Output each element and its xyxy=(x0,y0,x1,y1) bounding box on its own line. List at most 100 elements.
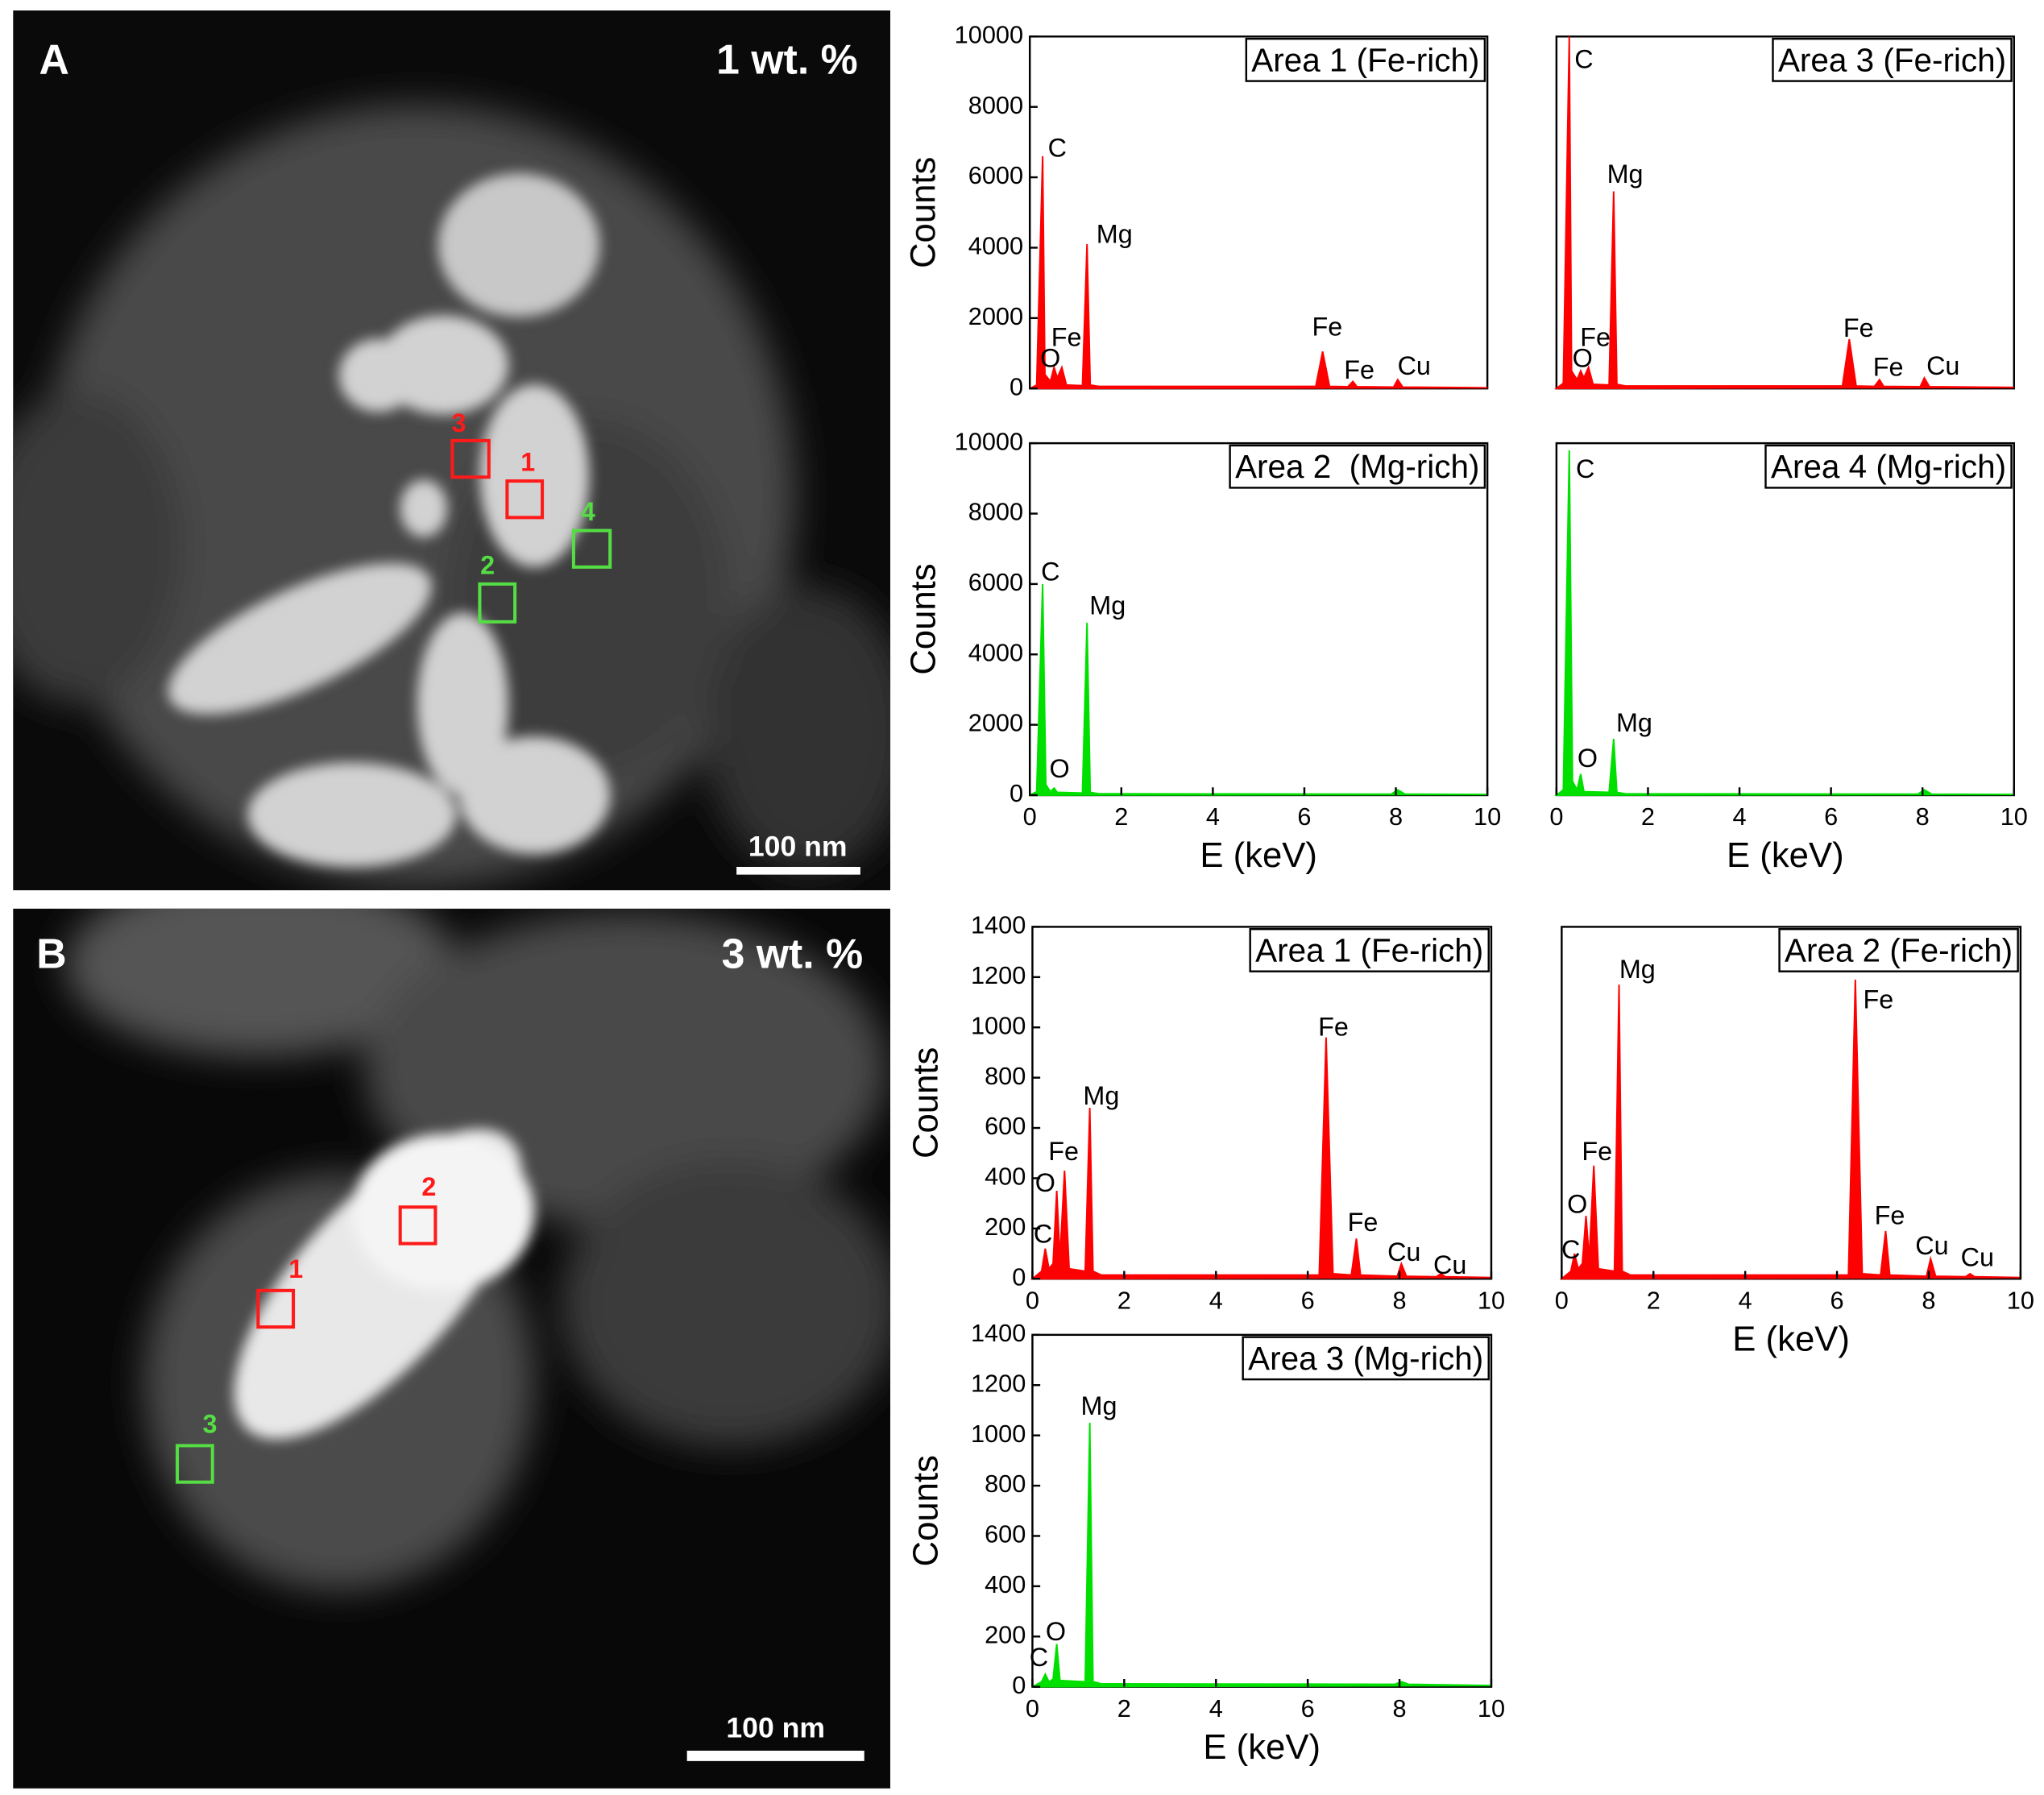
peak-label: Cu xyxy=(1926,351,1959,380)
peak-label: O xyxy=(1035,1168,1055,1197)
scale-bar-label: 100 nm xyxy=(748,831,848,863)
peak-label: Cu xyxy=(1961,1242,1994,1271)
x-tick-label: 8 xyxy=(1393,1694,1407,1722)
plot-frame xyxy=(1028,35,1489,390)
x-tick-label: 2 xyxy=(1117,1694,1131,1722)
area-label: 2 xyxy=(421,1172,436,1201)
y-tick-label: 0 xyxy=(1010,779,1023,807)
panel-label: A xyxy=(39,35,69,82)
area-label: 3 xyxy=(202,1410,217,1439)
area-boxes-b xyxy=(176,1205,437,1484)
plot-frame xyxy=(1031,1333,1493,1688)
y-tick-label: 6000 xyxy=(968,161,1023,189)
chart-title: Area 1 (Fe-rich) xyxy=(1255,931,1483,968)
peak-label: Fe xyxy=(1863,985,1893,1014)
peak-label: O xyxy=(1573,343,1593,372)
y-axis-label: Counts xyxy=(906,1047,946,1159)
y-tick-label: 8000 xyxy=(968,498,1023,526)
panel-label: B xyxy=(36,930,66,976)
x-tick-label: 4 xyxy=(1209,1694,1223,1722)
x-tick-label: 8 xyxy=(1916,802,1930,831)
peak-label: O xyxy=(1578,744,1598,773)
spectrum xyxy=(1029,155,1488,390)
peak-label: C xyxy=(1041,557,1059,586)
peak-label: O xyxy=(1046,1617,1066,1646)
y-tick-label: 0 xyxy=(1012,1262,1026,1291)
spectrum xyxy=(1554,450,2014,796)
y-tick-label: 200 xyxy=(985,1213,1026,1241)
peak-label: O xyxy=(1040,343,1060,372)
y-tick-label: 1200 xyxy=(971,1369,1026,1397)
area-box xyxy=(505,479,545,520)
x-tick-label: 0 xyxy=(1549,802,1563,831)
peak-label: Fe xyxy=(1312,312,1342,341)
y-tick-label: 8000 xyxy=(968,91,1023,119)
peak-label: Fe xyxy=(1344,355,1374,384)
peak-label: Fe xyxy=(1582,1137,1612,1166)
peak-label: Cu xyxy=(1915,1231,1948,1260)
spectrum xyxy=(1559,979,2021,1280)
peak-label: C xyxy=(1034,1219,1052,1248)
peak-label: Mg xyxy=(1097,220,1133,249)
peak-label: Mg xyxy=(1616,708,1652,737)
x-tick-label: 6 xyxy=(1301,1694,1315,1722)
chart-title: Area 2 (Fe-rich) xyxy=(1785,931,2013,968)
title-box xyxy=(1249,928,1490,972)
spectrum xyxy=(1030,1037,1491,1280)
y-tick-label: 1400 xyxy=(971,1319,1026,1347)
x-tick-label: 10 xyxy=(1474,802,1501,831)
y-tick-label: 2000 xyxy=(968,709,1023,737)
area-box xyxy=(176,1444,214,1484)
y-tick-label: 600 xyxy=(985,1112,1026,1140)
title-box xyxy=(1245,37,1486,82)
x-tick-label: 0 xyxy=(1023,802,1037,831)
y-axis-label: Counts xyxy=(903,563,943,674)
chart-title: Area 4 (Mg-rich) xyxy=(1771,448,2006,485)
area-box xyxy=(450,438,491,479)
chart-title: Area 1 (Fe-rich) xyxy=(1251,41,1479,78)
peak-label: C xyxy=(1048,134,1067,163)
x-tick-label: 4 xyxy=(1206,802,1220,831)
peak-label: O xyxy=(1567,1189,1587,1218)
area-box xyxy=(571,529,612,569)
chart-title: Area 3 (Fe-rich) xyxy=(1778,41,2006,78)
x-tick-label: 2 xyxy=(1114,802,1128,831)
x-tick-label: 0 xyxy=(1026,1287,1039,1315)
area-box xyxy=(478,582,517,624)
y-tick-label: 2000 xyxy=(968,302,1023,330)
plot-frame xyxy=(1555,441,2015,797)
y-tick-label: 600 xyxy=(985,1520,1026,1548)
spectrum xyxy=(1554,36,2014,390)
y-tick-label: 800 xyxy=(985,1470,1026,1498)
y-tick-label: 1000 xyxy=(971,1011,1026,1039)
peak-label: Cu xyxy=(1387,1237,1420,1266)
title-box xyxy=(1764,444,2013,489)
y-tick-label: 1000 xyxy=(971,1420,1026,1448)
x-tick-label: 10 xyxy=(1478,1287,1505,1315)
area-box xyxy=(398,1205,437,1246)
micrograph-a xyxy=(13,10,891,891)
spectrum xyxy=(1029,583,1488,796)
y-axis-label: Counts xyxy=(903,157,943,268)
micrograph-b xyxy=(13,908,891,1789)
peak-label: Fe xyxy=(1051,323,1082,352)
y-tick-label: 200 xyxy=(985,1620,1026,1648)
peak-label: Fe xyxy=(1873,352,1904,381)
scale-bar-label: 100 nm xyxy=(726,1711,825,1743)
x-tick-label: 0 xyxy=(1026,1694,1039,1722)
loading-label: 3 wt. % xyxy=(722,930,863,976)
x-axis-label: E (keV) xyxy=(1732,1319,1850,1358)
title-box xyxy=(1778,928,2019,972)
y-tick-label: 800 xyxy=(985,1062,1026,1090)
x-tick-label: 4 xyxy=(1739,1287,1752,1315)
x-tick-label: 6 xyxy=(1301,1287,1315,1315)
peak-label: Mg xyxy=(1089,591,1126,620)
x-tick-label: 4 xyxy=(1732,802,1746,831)
peak-label: Fe xyxy=(1318,1012,1349,1041)
peak-label: C xyxy=(1561,1235,1580,1264)
peak-label: Fe xyxy=(1580,323,1611,352)
chart-title: Area 3 (Mg-rich) xyxy=(1248,1340,1483,1377)
peak-label: Mg xyxy=(1081,1391,1117,1420)
x-axis-label: E (keV) xyxy=(1727,835,1844,875)
